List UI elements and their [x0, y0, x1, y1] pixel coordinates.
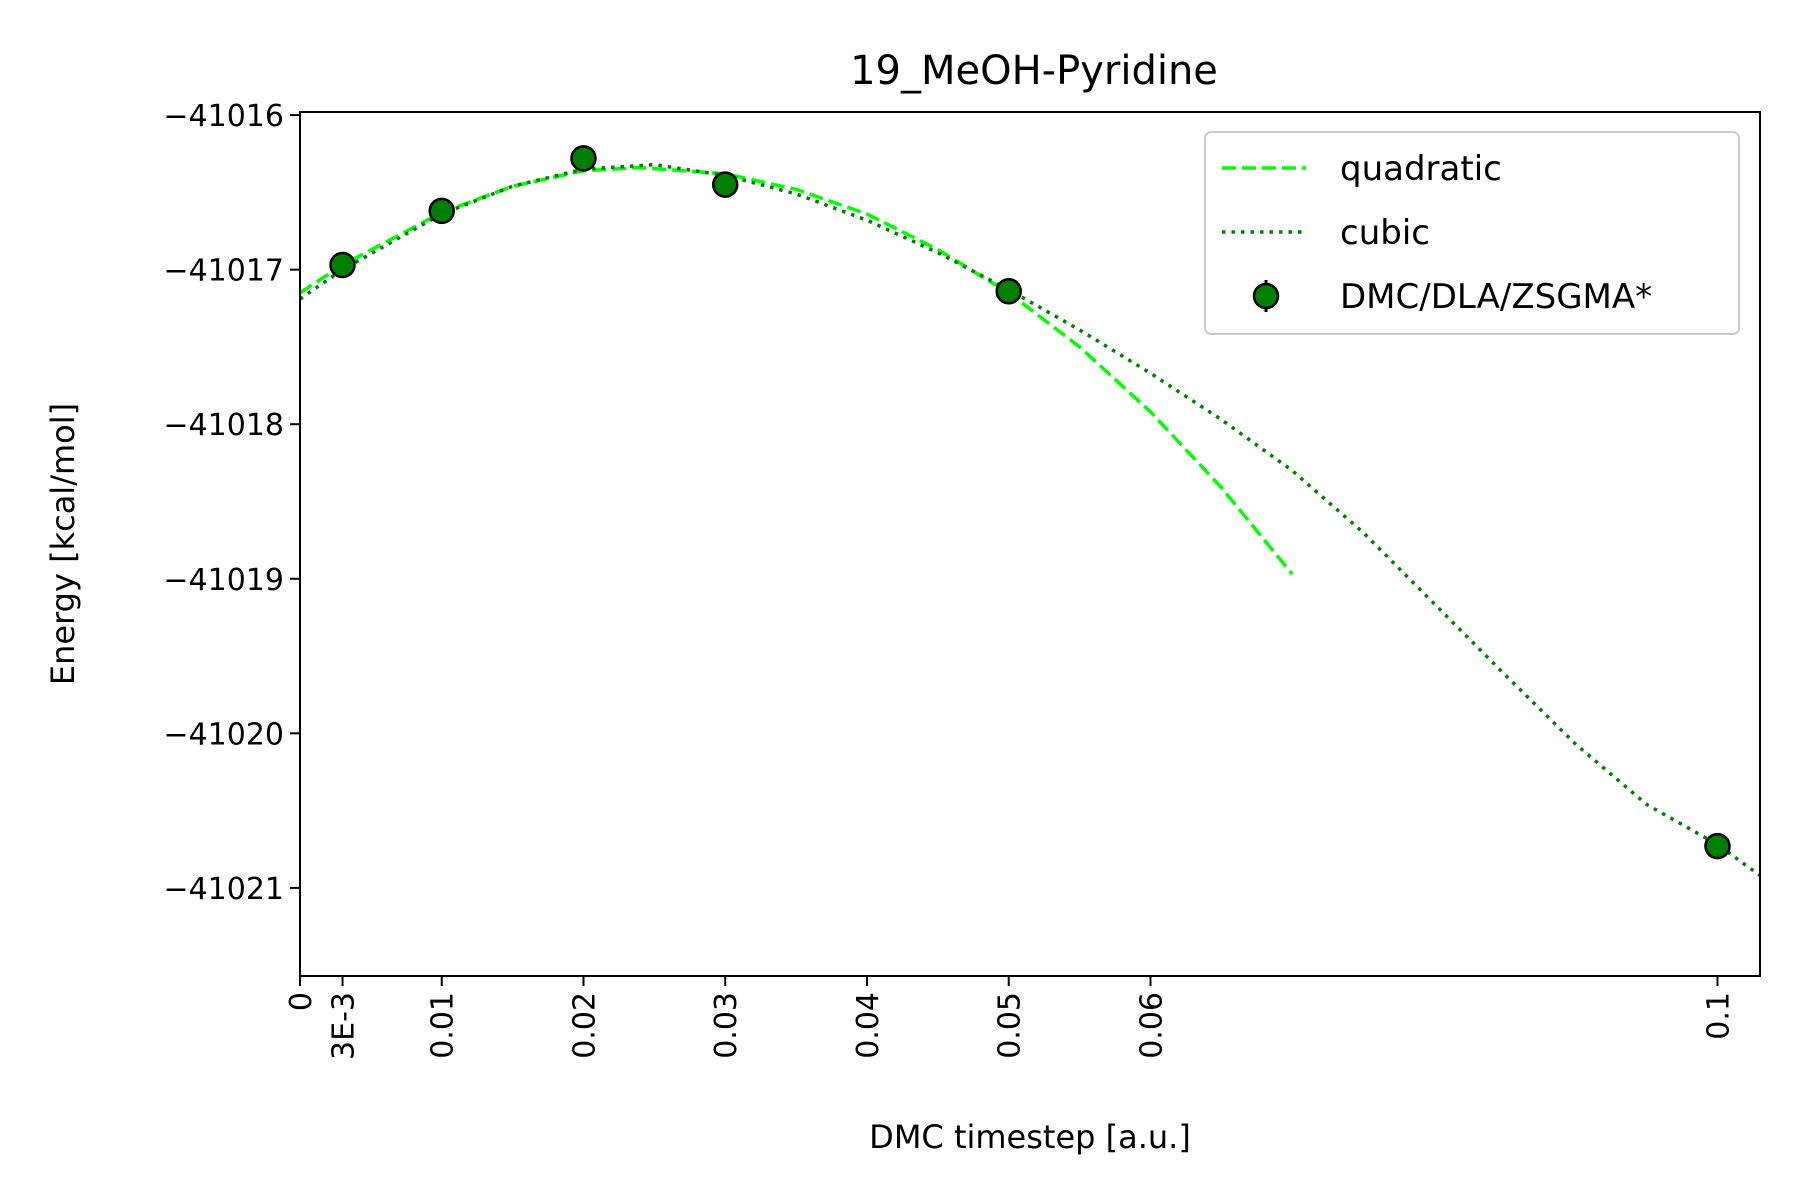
quadratic-fit-line: [299, 165, 1294, 576]
x-tick-label: 3E-3: [327, 992, 362, 1060]
x-axis-ticks: 0 3E-3 0.01 0.02 0.03 0.04 0.05 0.06 0.1: [284, 976, 1736, 1060]
legend-cubic-label: cubic: [1340, 213, 1430, 253]
x-axis-label: DMC timestep [a.u.]: [869, 1118, 1191, 1156]
legend-dmc-marker: [1252, 282, 1280, 310]
y-tick-label: −41018: [163, 408, 284, 443]
dmc-data-point: [995, 278, 1022, 305]
y-axis-label: Energy [kcal/mol]: [44, 403, 82, 685]
x-tick-label: 0.03: [709, 992, 744, 1059]
legend: quadratic cubic DMC/DLA/ZSGMA*: [1204, 131, 1740, 335]
legend-quadratic-label: quadratic: [1340, 149, 1502, 189]
plot-area-frame: [299, 111, 1761, 977]
plot-series: [299, 145, 1762, 877]
x-tick-label: 0: [284, 992, 319, 1011]
x-tick-label: 0.02: [567, 992, 602, 1059]
cubic-fit-line: [299, 162, 1762, 877]
y-tick-label: −41020: [163, 717, 284, 752]
chart-title: 19_MeOH-Pyridine: [850, 48, 1218, 94]
dmc-data-point: [711, 171, 739, 198]
y-tick-label: −41021: [163, 872, 284, 907]
dmc-data-point: [1704, 832, 1731, 860]
dmc-data-point: [570, 145, 597, 172]
y-tick-label: −41017: [163, 254, 284, 289]
x-tick-label: 0.05: [993, 992, 1028, 1059]
y-tick-label: −41016: [163, 99, 284, 134]
x-tick-label: 0.04: [851, 992, 886, 1059]
x-tick-label: 0.1: [1701, 992, 1736, 1040]
dmc-data-point: [329, 251, 356, 279]
x-tick-label: 0.01: [426, 992, 461, 1059]
legend-dmc-label: DMC/DLA/ZSGMA*: [1340, 277, 1652, 317]
y-axis-ticks: −41016 −41017 −41018 −41019 −41020 −41021: [163, 99, 300, 907]
dmc-data-point: [428, 197, 455, 225]
y-tick-label: −41019: [163, 563, 284, 598]
x-tick-label: 0.06: [1134, 992, 1169, 1059]
legend-box: [1204, 131, 1740, 335]
